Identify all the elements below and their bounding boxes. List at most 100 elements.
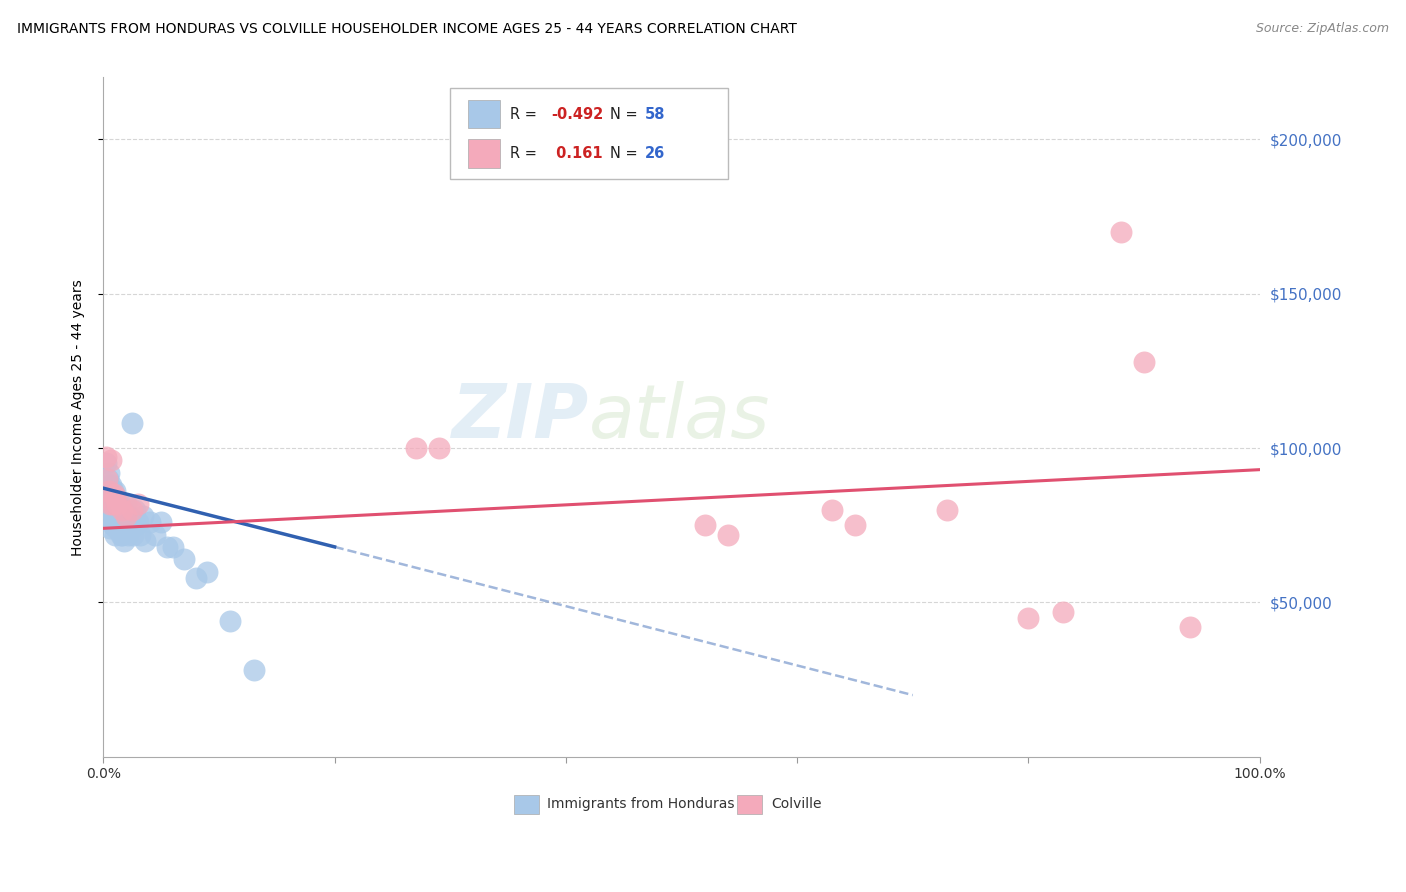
Point xyxy=(111,503,134,517)
Text: N =: N = xyxy=(610,146,643,161)
Point xyxy=(98,484,121,499)
Point xyxy=(107,503,129,517)
Point xyxy=(98,508,121,523)
Text: atlas: atlas xyxy=(589,381,770,453)
Point xyxy=(98,497,121,511)
Point xyxy=(104,491,127,505)
Point xyxy=(98,466,121,480)
Point xyxy=(105,497,128,511)
Point xyxy=(405,441,427,455)
Point xyxy=(103,508,125,523)
Point xyxy=(104,527,127,541)
Point xyxy=(1133,354,1156,368)
Point xyxy=(98,484,121,499)
Point xyxy=(127,497,149,511)
Point xyxy=(693,518,716,533)
Point xyxy=(111,503,134,517)
Point xyxy=(101,518,124,533)
Point xyxy=(184,571,207,585)
Point xyxy=(108,497,131,511)
Point xyxy=(100,478,122,492)
Point xyxy=(242,664,264,678)
Point xyxy=(1017,611,1039,625)
Point xyxy=(118,521,141,535)
Point xyxy=(103,487,125,501)
Point xyxy=(111,508,134,523)
Point xyxy=(94,457,117,471)
Point xyxy=(111,527,134,541)
Text: 58: 58 xyxy=(644,107,665,121)
Point xyxy=(96,487,118,501)
Point xyxy=(162,540,184,554)
Point xyxy=(103,491,125,505)
Point xyxy=(111,521,134,535)
Text: IMMIGRANTS FROM HONDURAS VS COLVILLE HOUSEHOLDER INCOME AGES 25 - 44 YEARS CORRE: IMMIGRANTS FROM HONDURAS VS COLVILLE HOU… xyxy=(17,22,797,37)
Text: N =: N = xyxy=(610,107,643,121)
Point xyxy=(98,478,121,492)
Text: R =: R = xyxy=(510,107,541,121)
Point xyxy=(112,515,135,529)
Point xyxy=(97,472,120,486)
Point xyxy=(105,508,128,523)
Y-axis label: Householder Income Ages 25 - 44 years: Householder Income Ages 25 - 44 years xyxy=(72,279,86,556)
Point xyxy=(121,417,143,431)
Point xyxy=(427,441,450,455)
Text: ZIP: ZIP xyxy=(451,381,589,454)
Point xyxy=(131,508,153,523)
Point xyxy=(105,497,128,511)
Point xyxy=(115,497,138,511)
Point xyxy=(121,503,143,517)
Point xyxy=(1180,620,1202,634)
Point xyxy=(107,521,129,535)
Point xyxy=(138,515,160,529)
Point xyxy=(108,493,131,508)
Text: Colville: Colville xyxy=(772,797,823,812)
Text: R =: R = xyxy=(510,146,541,161)
Point xyxy=(96,472,118,486)
Point xyxy=(105,491,128,505)
Point xyxy=(112,533,135,548)
Point xyxy=(143,527,166,541)
Point xyxy=(219,614,242,628)
Text: 26: 26 xyxy=(644,146,665,161)
Point xyxy=(97,503,120,517)
FancyBboxPatch shape xyxy=(513,795,540,814)
Point xyxy=(108,515,131,529)
FancyBboxPatch shape xyxy=(468,100,501,128)
Point xyxy=(100,497,122,511)
Point xyxy=(129,527,152,541)
Text: Immigrants from Honduras: Immigrants from Honduras xyxy=(547,797,735,812)
FancyBboxPatch shape xyxy=(450,87,728,179)
Point xyxy=(844,518,866,533)
Point xyxy=(110,503,132,517)
Point xyxy=(124,503,146,517)
Point xyxy=(120,515,142,529)
Point xyxy=(156,540,179,554)
Point xyxy=(117,527,139,541)
Point xyxy=(173,552,195,566)
Point xyxy=(105,521,128,535)
Point xyxy=(1052,605,1074,619)
Point xyxy=(100,453,122,467)
Text: 0.161: 0.161 xyxy=(551,146,602,161)
Point xyxy=(1109,225,1132,239)
Text: -0.492: -0.492 xyxy=(551,107,603,121)
Point xyxy=(98,503,121,517)
Point xyxy=(936,503,959,517)
FancyBboxPatch shape xyxy=(737,795,762,814)
Point xyxy=(115,508,138,523)
Point xyxy=(110,527,132,541)
Point xyxy=(122,527,145,541)
Point xyxy=(104,484,127,499)
Point xyxy=(134,533,156,548)
Point xyxy=(114,515,136,529)
Point xyxy=(124,518,146,533)
Point xyxy=(101,484,124,499)
Point xyxy=(118,508,141,523)
Point xyxy=(195,565,218,579)
Point xyxy=(98,521,121,535)
Text: Source: ZipAtlas.com: Source: ZipAtlas.com xyxy=(1256,22,1389,36)
FancyBboxPatch shape xyxy=(468,139,501,168)
Point xyxy=(821,503,844,517)
Point xyxy=(127,515,149,529)
